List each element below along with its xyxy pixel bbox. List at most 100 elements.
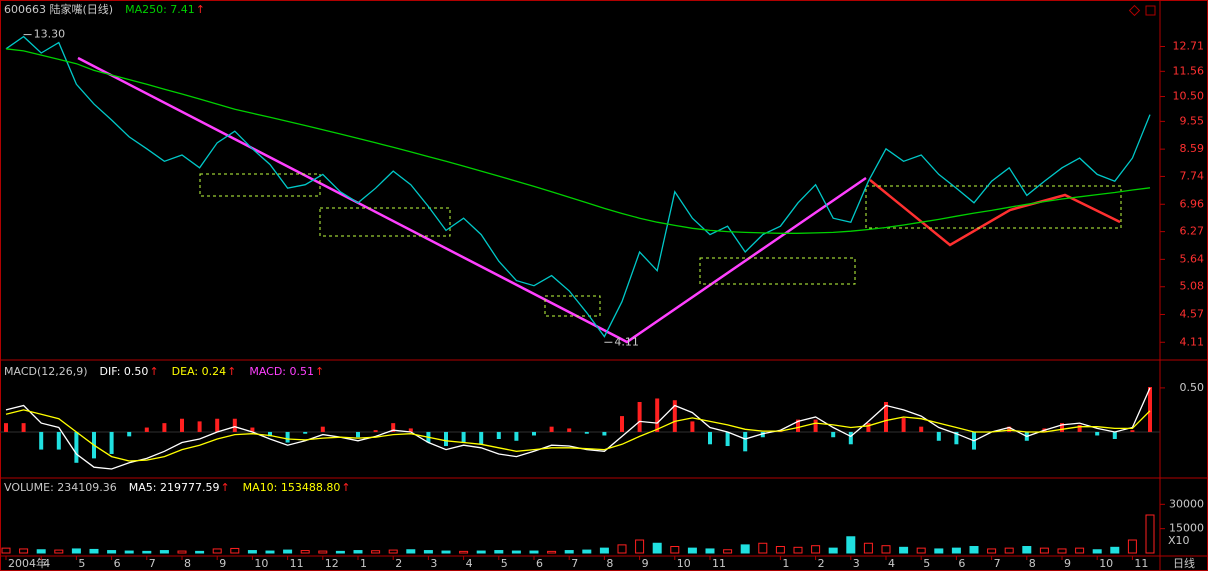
macd-bar bbox=[1130, 430, 1135, 432]
volume-bar bbox=[916, 547, 926, 554]
y-tick-label: 6.27 bbox=[1180, 225, 1205, 238]
macd-bar bbox=[461, 431, 466, 443]
volume-bar bbox=[1004, 547, 1014, 554]
macd-bar bbox=[567, 428, 572, 432]
volume-bar bbox=[670, 546, 680, 554]
volume-bar bbox=[987, 548, 997, 554]
x-tick-label: 4 bbox=[888, 557, 895, 570]
macd-bar bbox=[1077, 424, 1082, 432]
macd-bar bbox=[232, 418, 237, 432]
volume-bar bbox=[441, 550, 451, 554]
volume-bar bbox=[1057, 548, 1067, 554]
macd-bar bbox=[144, 427, 149, 432]
volume-bar bbox=[599, 547, 609, 554]
macd-bar bbox=[584, 431, 589, 434]
volume-bar bbox=[758, 542, 768, 554]
macd-bar bbox=[532, 431, 536, 436]
volume-bar bbox=[881, 545, 891, 554]
volume-bar bbox=[423, 550, 433, 554]
macd-bar bbox=[760, 431, 765, 438]
macd-bar bbox=[637, 402, 642, 432]
macd-bar bbox=[408, 428, 413, 432]
macd-bar bbox=[936, 431, 941, 441]
volume-bar bbox=[529, 550, 539, 554]
macd-bar bbox=[901, 417, 906, 432]
macd-bar bbox=[496, 431, 501, 439]
legend-arrow: ↑ bbox=[196, 3, 205, 16]
y-tick-label: 4.11 bbox=[1180, 335, 1205, 348]
macd-bar bbox=[813, 419, 818, 432]
macd-bar bbox=[4, 423, 8, 432]
macd-bar bbox=[320, 426, 325, 432]
volume-bar bbox=[564, 550, 574, 554]
box bbox=[199, 173, 321, 197]
volume-bar bbox=[265, 550, 275, 554]
drawings bbox=[77, 56, 1122, 344]
macd-bar bbox=[743, 431, 748, 452]
trend-line bbox=[77, 56, 867, 344]
volume-bar bbox=[476, 550, 486, 554]
y-tick-label: 11.56 bbox=[1173, 64, 1205, 77]
macd-bar bbox=[56, 431, 61, 450]
macd-bar bbox=[848, 431, 853, 445]
volume-bar bbox=[951, 547, 961, 554]
volume-bar bbox=[459, 550, 469, 554]
volume-bar bbox=[1022, 546, 1032, 554]
macd-bar bbox=[444, 431, 448, 447]
macd-bar bbox=[514, 431, 519, 441]
volume-bar bbox=[494, 550, 504, 554]
legend-arrow: ↑ bbox=[315, 365, 324, 378]
x-tick-label: 8 bbox=[184, 557, 191, 570]
macd-bar bbox=[602, 431, 607, 436]
macd-title: MACD(12,26,9) bbox=[4, 365, 88, 378]
y-tick-label: 10.50 bbox=[1173, 90, 1205, 103]
volume-bar bbox=[969, 546, 979, 554]
macd-bar bbox=[268, 431, 272, 437]
y-tick-label: 12.71 bbox=[1173, 39, 1205, 52]
macd-bar bbox=[109, 431, 114, 454]
legend-entry: MA10: 153488.80 bbox=[243, 481, 341, 494]
x-tick-label: 2 bbox=[395, 557, 402, 570]
volume-bar bbox=[1110, 546, 1120, 554]
volume-bar bbox=[107, 550, 117, 554]
period-button[interactable]: 日线 bbox=[1173, 556, 1195, 570]
legend-arrow: ↑ bbox=[341, 481, 350, 494]
volume-bar bbox=[723, 549, 733, 554]
volume-bar bbox=[1092, 549, 1102, 554]
x-tick-label: 2 bbox=[818, 557, 825, 570]
x-tick-label: 5 bbox=[923, 557, 930, 570]
unit-label: X10 bbox=[1168, 534, 1190, 547]
box bbox=[544, 295, 601, 317]
volume-bar bbox=[652, 542, 662, 554]
volume-bar bbox=[635, 539, 645, 554]
icon[interactable] bbox=[1145, 5, 1156, 16]
volume-bar bbox=[1075, 547, 1085, 554]
x-tick-label: 10 bbox=[677, 557, 691, 570]
volume-bar bbox=[177, 550, 187, 554]
macd-bar bbox=[74, 431, 79, 463]
legend-arrow: ↑ bbox=[220, 481, 229, 494]
volume-bar bbox=[687, 547, 697, 554]
macd-bar bbox=[1148, 387, 1152, 432]
macd-bar bbox=[127, 431, 132, 437]
macd-bar bbox=[919, 426, 924, 432]
x-tick-label: 7 bbox=[994, 557, 1001, 570]
x-tick-label: 4 bbox=[466, 557, 473, 570]
legend-entry: MA5: 219777.59 bbox=[129, 481, 220, 494]
x-tick-label: 1 bbox=[360, 557, 367, 570]
volume-bar bbox=[846, 536, 856, 554]
volume-bar bbox=[511, 550, 521, 554]
volume-bar bbox=[740, 544, 750, 554]
macd-bar bbox=[180, 418, 184, 432]
y-tick-label: 7.74 bbox=[1180, 169, 1205, 182]
volume-bar bbox=[159, 550, 169, 554]
macd-bar bbox=[708, 431, 712, 445]
x-tick-label: 6 bbox=[536, 557, 543, 570]
y-tick-label: 9.55 bbox=[1180, 114, 1205, 127]
box bbox=[319, 207, 451, 237]
x-tick-label: 11 bbox=[290, 557, 304, 570]
volume-bar bbox=[195, 550, 205, 554]
icon[interactable] bbox=[1128, 4, 1141, 17]
